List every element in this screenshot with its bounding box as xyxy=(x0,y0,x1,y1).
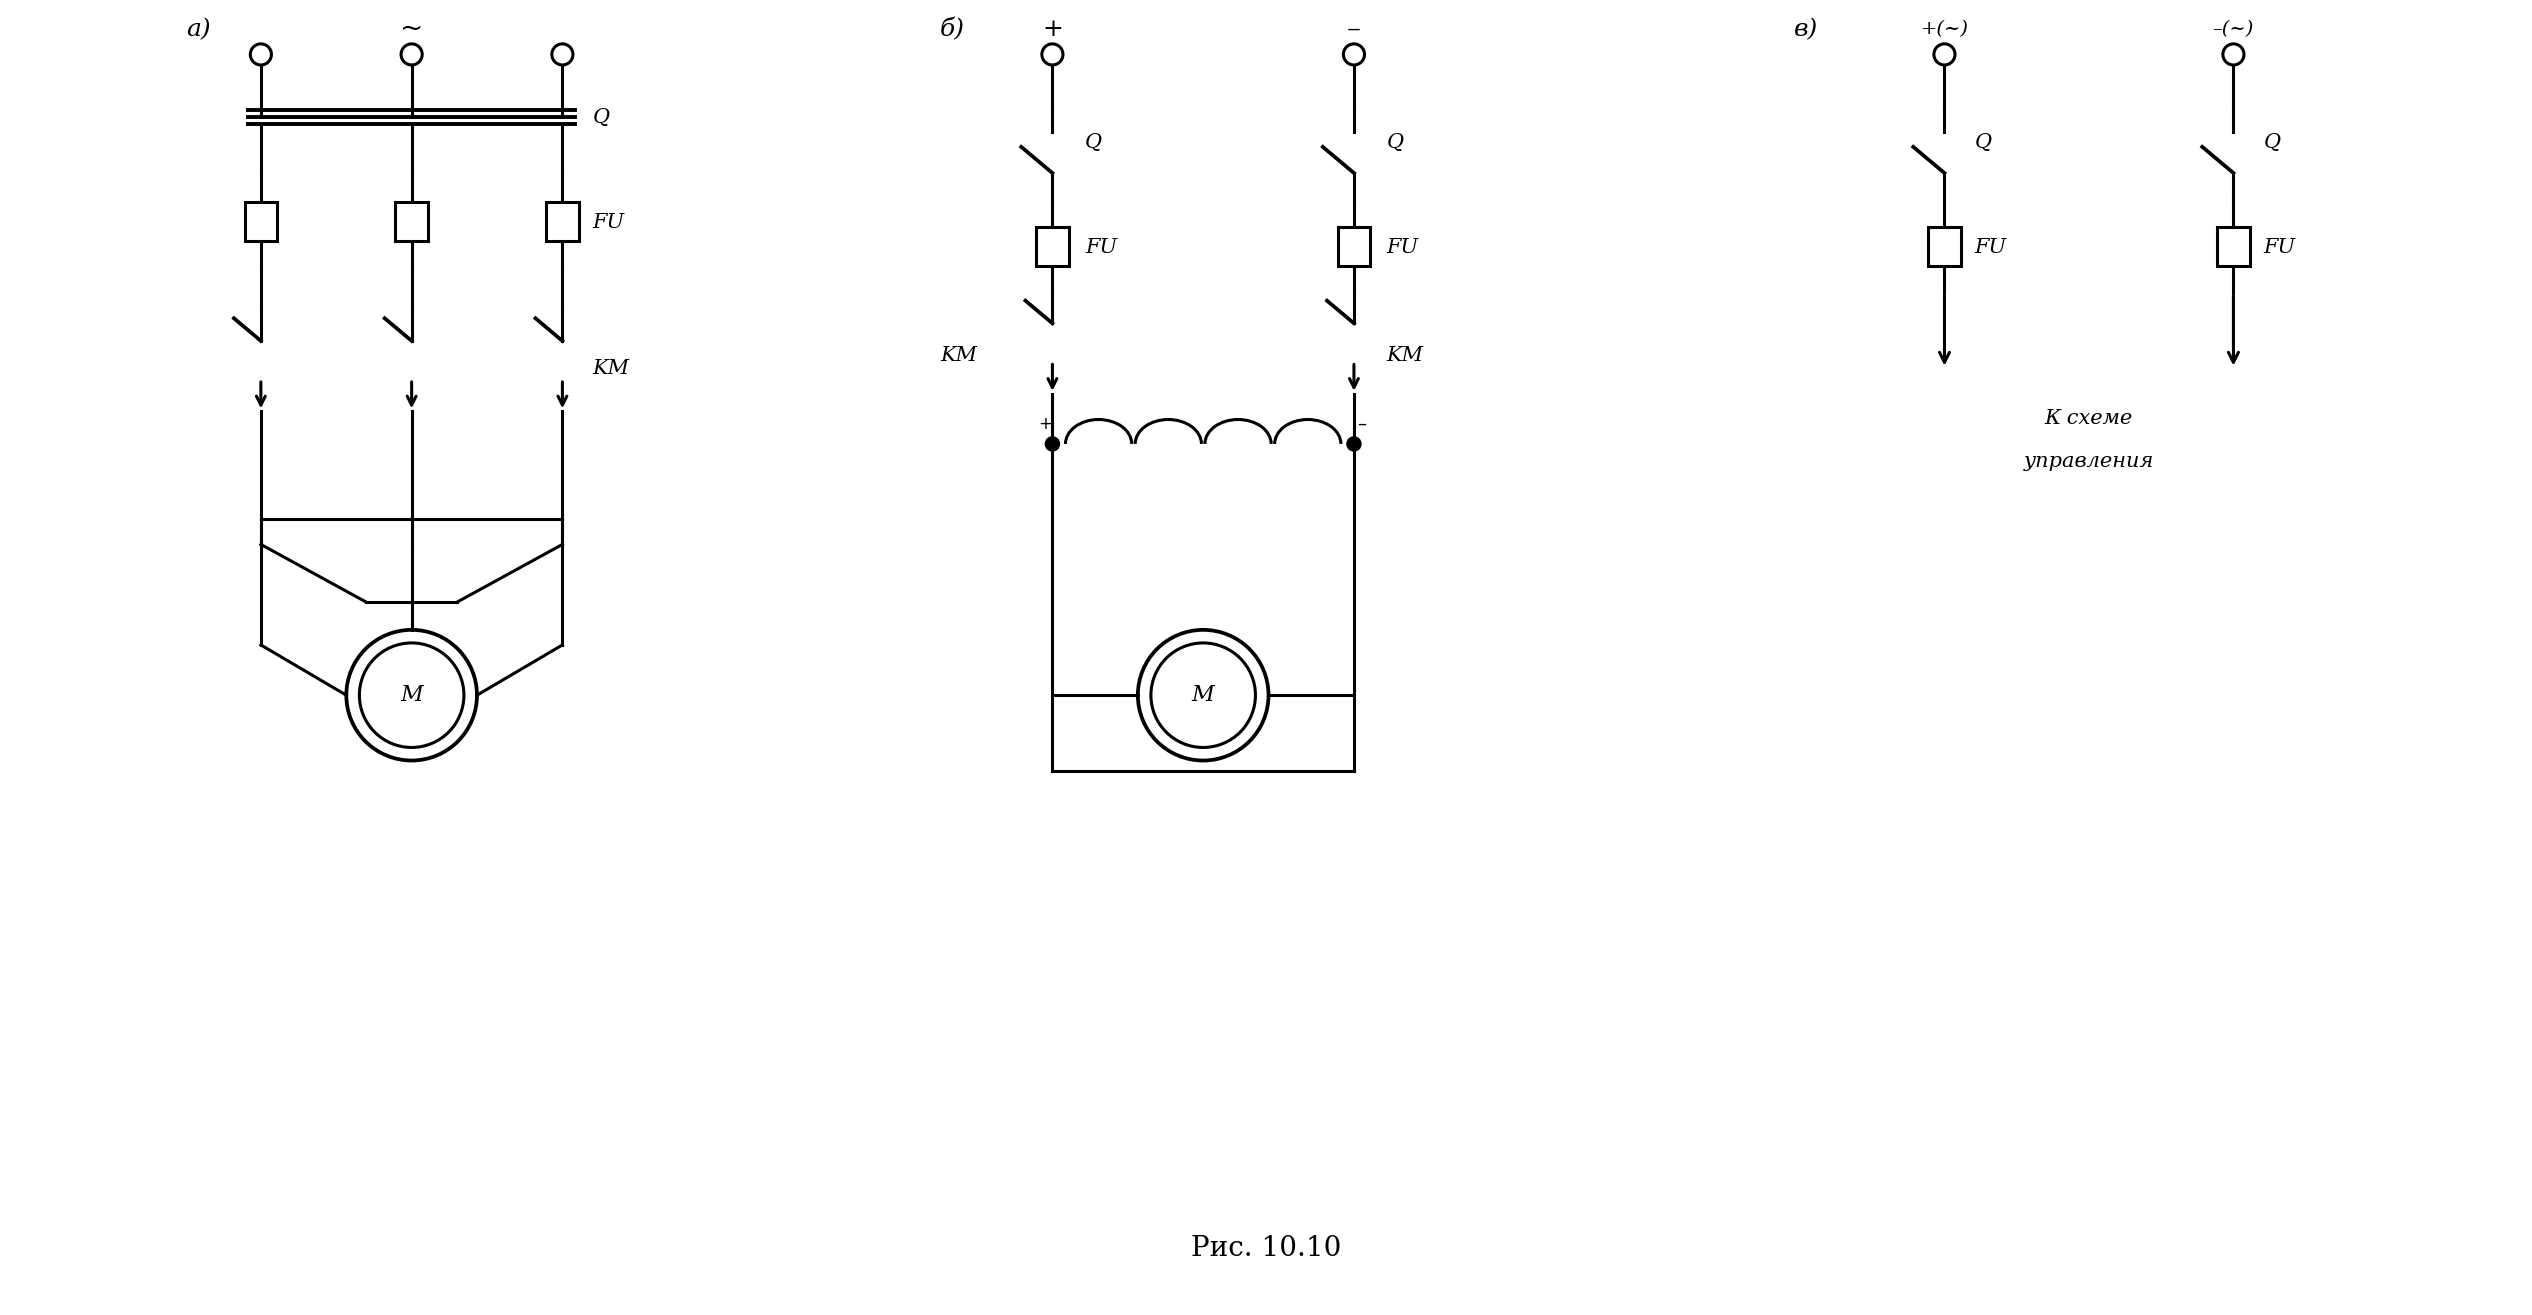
Text: –: – xyxy=(1357,414,1365,433)
Bar xyxy=(395,203,428,241)
Text: управления: управления xyxy=(2023,452,2155,471)
Text: б): б) xyxy=(939,17,965,41)
Text: в): в) xyxy=(1795,18,1818,41)
Bar xyxy=(547,203,580,241)
Text: FU: FU xyxy=(2264,238,2297,258)
Text: –: – xyxy=(1347,16,1360,43)
Bar xyxy=(1036,227,1069,266)
Text: FU: FU xyxy=(1975,238,2008,258)
Text: а): а) xyxy=(185,18,210,41)
Text: M: M xyxy=(1193,684,1215,706)
Text: M: M xyxy=(400,684,423,706)
Text: Q: Q xyxy=(1086,133,1101,151)
Text: ~: ~ xyxy=(400,16,423,43)
Circle shape xyxy=(1046,437,1058,451)
Text: К схеме: К схеме xyxy=(2046,409,2132,429)
Text: FU: FU xyxy=(1086,238,1117,258)
Text: Q: Q xyxy=(592,108,610,126)
Text: Q: Q xyxy=(1388,133,1403,151)
Text: Q: Q xyxy=(2264,133,2281,151)
Circle shape xyxy=(1347,437,1362,451)
Text: –(~): –(~) xyxy=(2213,20,2253,38)
Text: Рис. 10.10: Рис. 10.10 xyxy=(1190,1235,1342,1261)
Text: FU: FU xyxy=(592,213,625,233)
Text: KM: KM xyxy=(939,346,977,366)
Bar xyxy=(1929,227,1960,266)
Text: FU: FU xyxy=(1388,238,1418,258)
Bar xyxy=(2218,227,2251,266)
Bar xyxy=(1337,227,1370,266)
Text: +: + xyxy=(1043,18,1063,41)
Text: KM: KM xyxy=(1388,346,1423,366)
Text: KM: KM xyxy=(592,359,630,377)
Bar xyxy=(246,203,276,241)
Text: +: + xyxy=(1038,414,1051,433)
Text: Q: Q xyxy=(1975,133,1993,151)
Text: +(~): +(~) xyxy=(1919,20,1967,38)
